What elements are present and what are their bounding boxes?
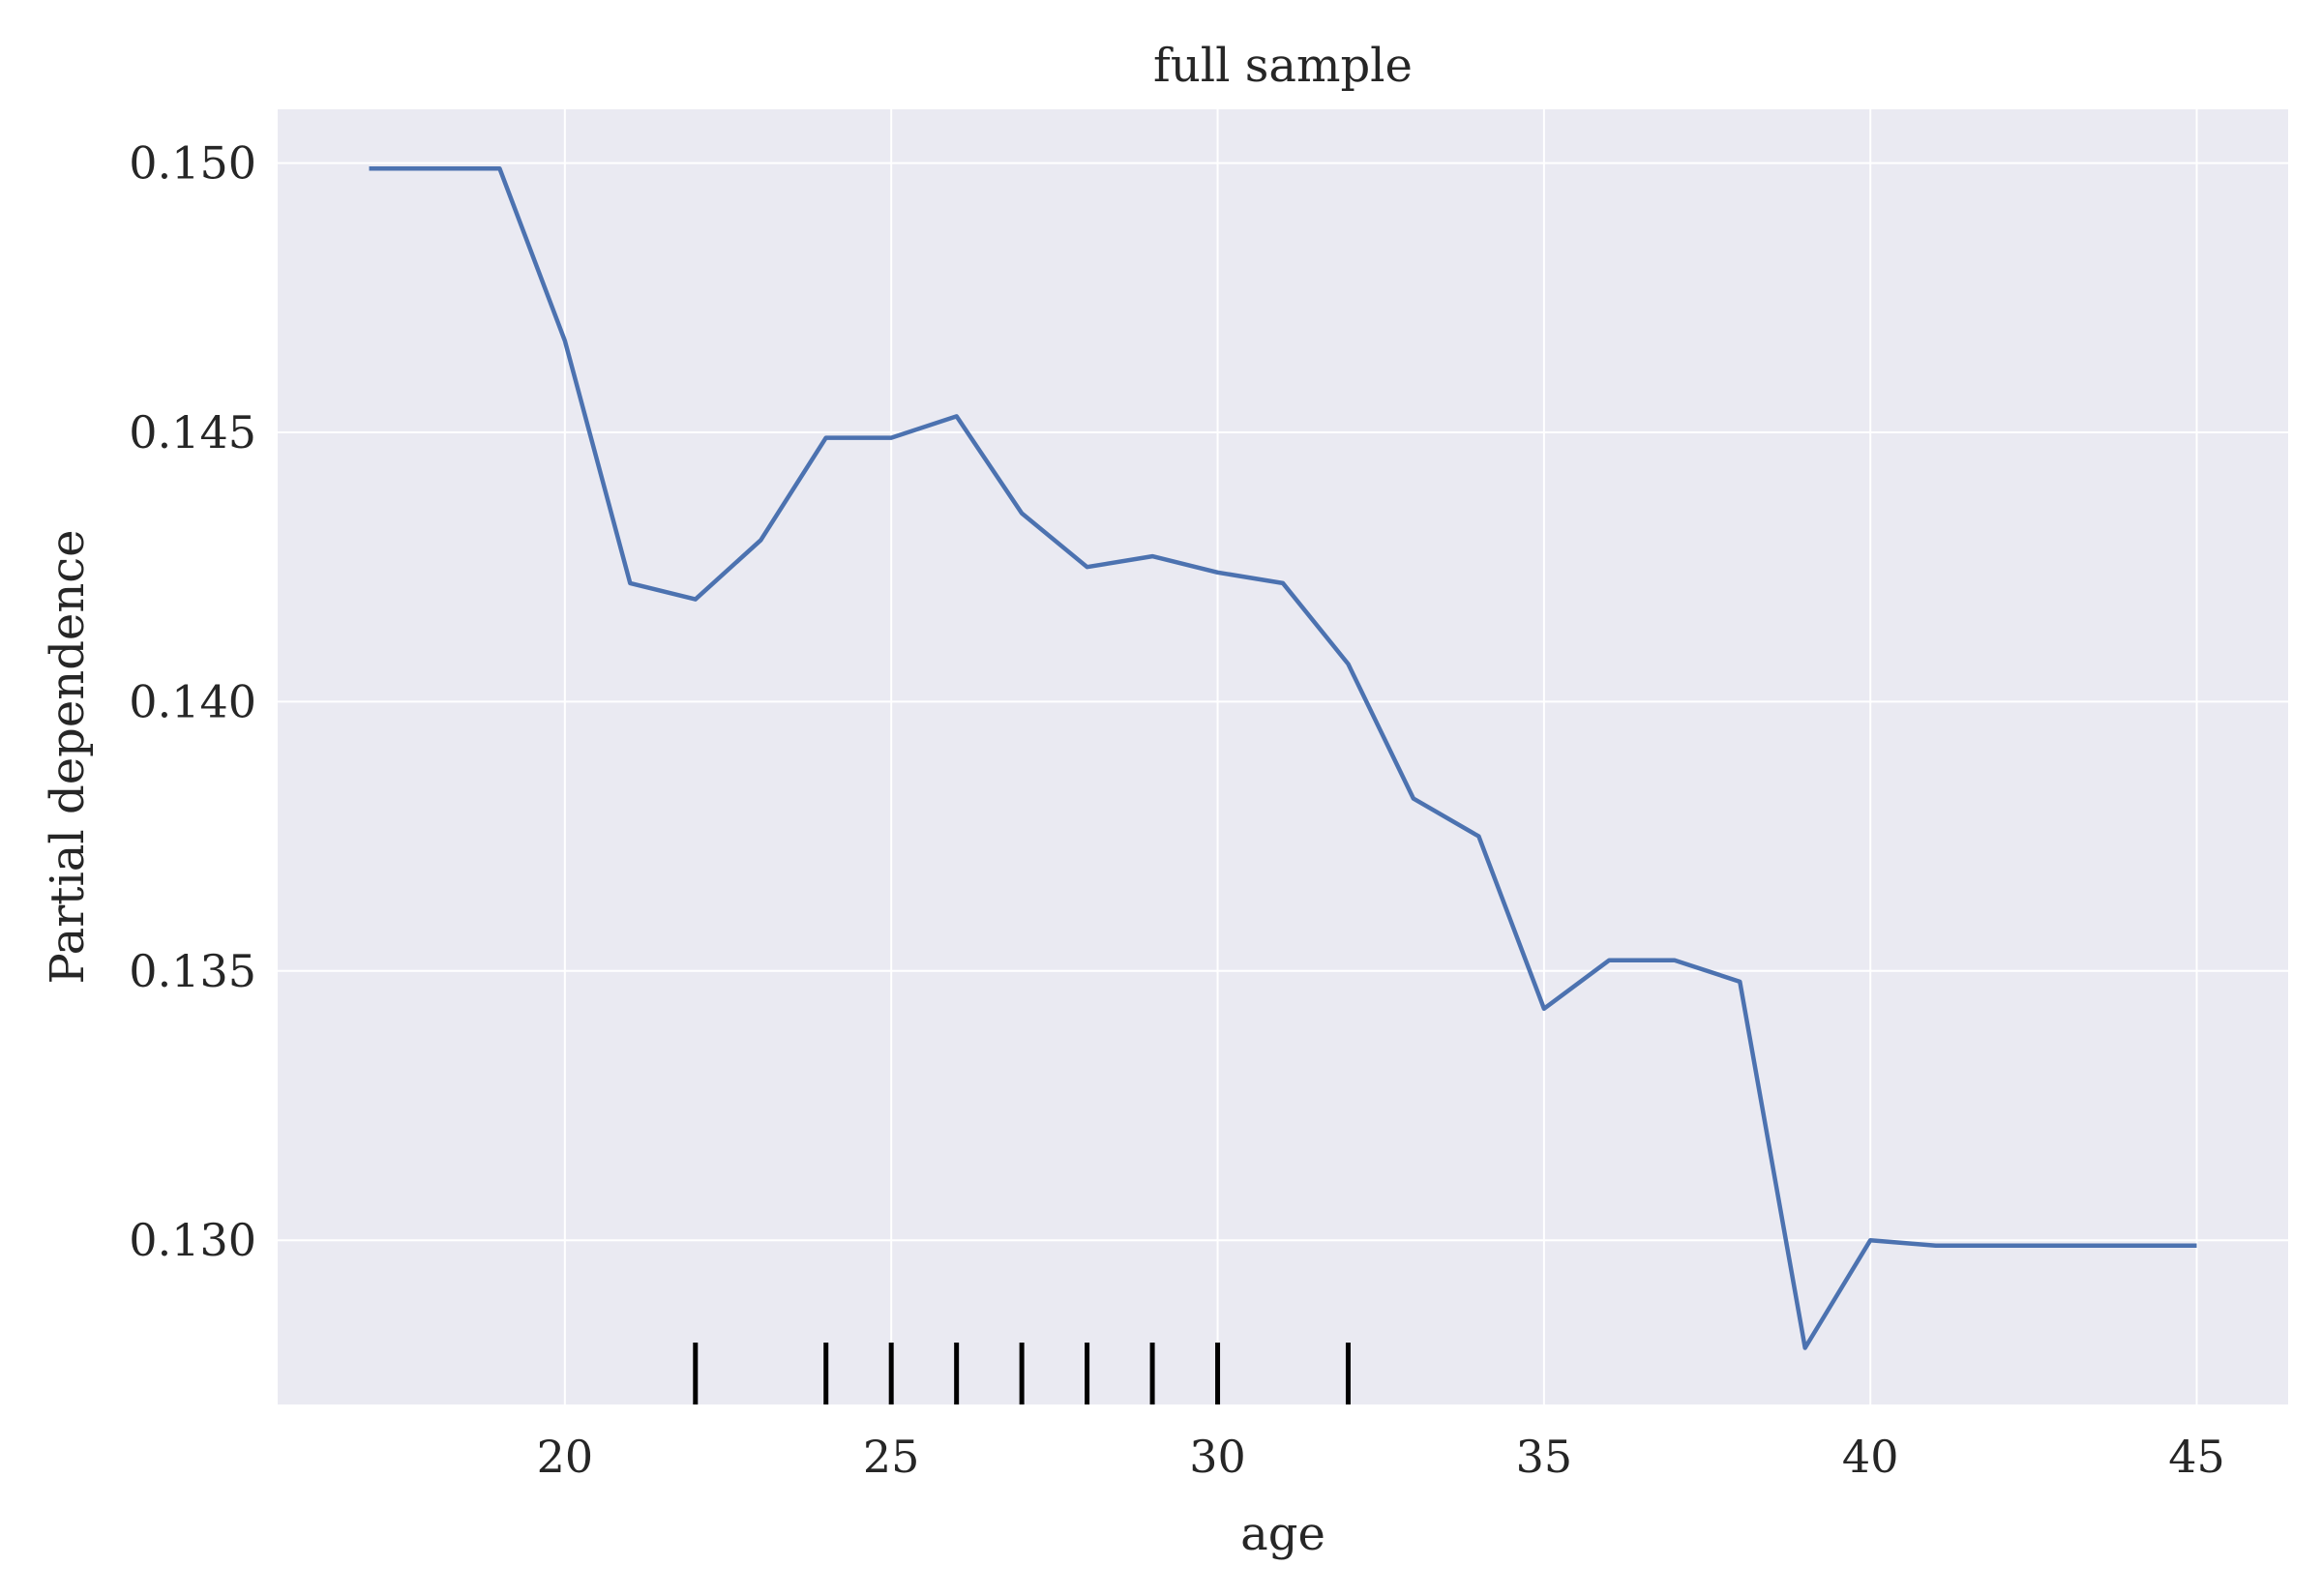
x-tick-label: 20 (537, 1431, 594, 1483)
y-tick-labels: 0.130 0.135 0.140 0.145 0.150 (129, 137, 256, 1267)
y-axis-label: Partial dependence (41, 529, 95, 984)
y-tick-label: 0.140 (129, 675, 256, 727)
y-tick-label: 0.130 (129, 1214, 256, 1266)
y-tick-label: 0.150 (129, 137, 256, 190)
plot-area (278, 109, 2288, 1404)
x-tick-label: 45 (2168, 1431, 2225, 1483)
y-tick-label: 0.135 (129, 945, 256, 997)
x-tick-label: 35 (1516, 1431, 1573, 1483)
x-tick-labels: 20 25 30 35 40 45 (537, 1431, 2225, 1483)
chart-title: full sample (1153, 39, 1413, 93)
rug-marks (693, 1343, 1351, 1404)
series-line (369, 165, 2197, 1350)
grid (278, 109, 2288, 1404)
x-tick-label: 30 (1189, 1431, 1246, 1483)
x-tick-label: 25 (863, 1431, 920, 1483)
x-axis-label: age (1240, 1507, 1325, 1561)
x-tick-label: 40 (1842, 1431, 1899, 1483)
y-tick-label: 0.145 (129, 406, 256, 458)
